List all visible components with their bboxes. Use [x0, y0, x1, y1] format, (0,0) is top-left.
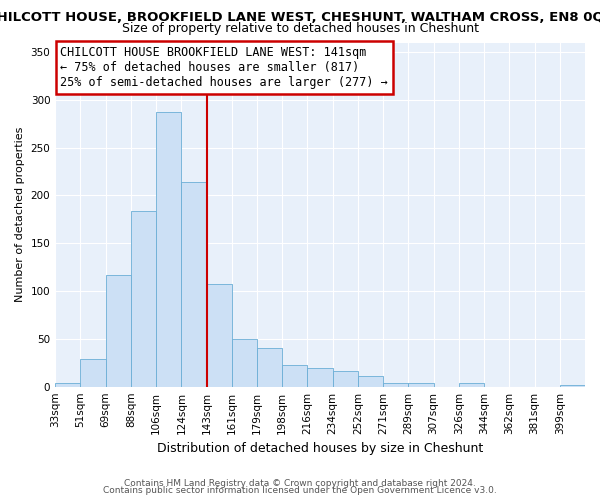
Bar: [55, 383, 80, 386]
Y-axis label: Number of detached properties: Number of detached properties: [15, 127, 25, 302]
Text: CHILCOTT HOUSE, BROOKFIELD LANE WEST, CHESHUNT, WALTHAM CROSS, EN8 0QY: CHILCOTT HOUSE, BROOKFIELD LANE WEST, CH…: [0, 11, 600, 24]
Bar: [181, 182, 206, 386]
Bar: [307, 368, 332, 386]
Bar: [106, 275, 131, 386]
Text: Size of property relative to detached houses in Cheshunt: Size of property relative to detached ho…: [121, 22, 479, 35]
Bar: [383, 383, 409, 386]
Bar: [282, 364, 307, 386]
Text: Contains public sector information licensed under the Open Government Licence v3: Contains public sector information licen…: [103, 486, 497, 495]
Bar: [206, 284, 232, 386]
Bar: [257, 348, 282, 387]
Text: CHILCOTT HOUSE BROOKFIELD LANE WEST: 141sqm
← 75% of detached houses are smaller: CHILCOTT HOUSE BROOKFIELD LANE WEST: 141…: [61, 46, 388, 89]
Bar: [560, 385, 585, 386]
Bar: [409, 383, 434, 386]
Bar: [156, 112, 181, 386]
Bar: [131, 211, 156, 386]
Bar: [232, 339, 257, 386]
Bar: [80, 359, 106, 386]
X-axis label: Distribution of detached houses by size in Cheshunt: Distribution of detached houses by size …: [157, 442, 483, 455]
Bar: [459, 383, 484, 386]
Bar: [358, 376, 383, 386]
Text: Contains HM Land Registry data © Crown copyright and database right 2024.: Contains HM Land Registry data © Crown c…: [124, 478, 476, 488]
Bar: [332, 372, 358, 386]
